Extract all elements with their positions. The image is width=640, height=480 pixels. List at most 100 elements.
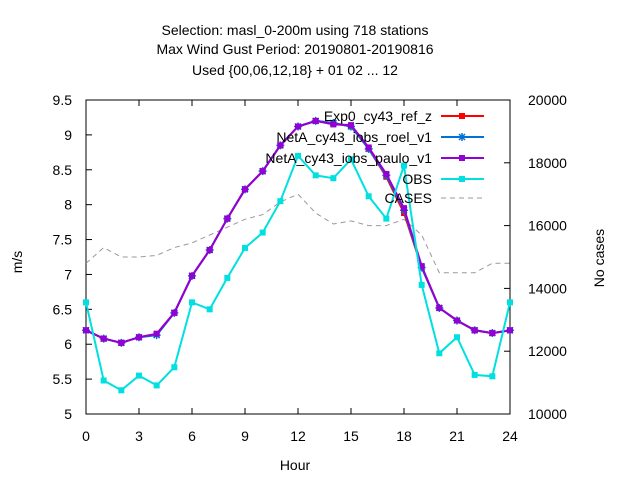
legend-item: NetA_cy43_iobs_paulo_v1 <box>265 150 484 166</box>
series-line <box>85 193 510 274</box>
data-point <box>277 198 284 205</box>
data-point <box>153 382 160 389</box>
legend-label: NetA_cy43_iobs_paulo_v1 <box>265 150 432 166</box>
data-point <box>295 123 301 130</box>
data-point <box>454 334 460 341</box>
data-point <box>454 317 460 324</box>
x-tick-label: 15 <box>343 428 359 444</box>
legend-item: Exp0_cy43_ref_z <box>324 108 484 124</box>
legend-label: OBS <box>402 171 432 187</box>
y-tick-label: 9 <box>64 127 72 143</box>
y2-axis-title: No cases <box>591 229 607 287</box>
legend-marker <box>458 133 466 141</box>
legend-item: NetA_cy43_iobs_roel_v1 <box>276 129 484 145</box>
chart-title: Selection: masl_0-200m using 718 station… <box>156 22 433 78</box>
y2-tick-label: 20000 <box>528 92 567 108</box>
legend-item: CASES <box>385 190 484 206</box>
data-point <box>259 168 266 175</box>
y-tick-label: 7.5 <box>53 232 73 248</box>
data-point <box>118 387 125 394</box>
data-point <box>242 186 248 193</box>
data-point <box>118 339 125 346</box>
y2-tick-label: 14000 <box>528 280 567 296</box>
y2-tick-label: 18000 <box>528 155 567 171</box>
y-tick-label: 5 <box>64 406 72 422</box>
data-point <box>383 215 390 222</box>
data-point <box>189 272 195 279</box>
plot-area-frame <box>85 99 511 415</box>
data-point <box>365 193 372 200</box>
data-point <box>489 373 496 380</box>
data-point <box>418 263 425 270</box>
legend-marker <box>459 176 465 182</box>
x-tick-label: 3 <box>135 428 143 444</box>
series-CASES <box>85 193 510 274</box>
data-point <box>401 162 407 169</box>
title-line-2: Max Wind Gust Period: 20190801-20190816 <box>156 41 433 57</box>
data-point <box>365 144 372 151</box>
data-point <box>471 371 478 378</box>
legend-marker <box>459 155 465 161</box>
data-point <box>436 350 443 357</box>
y2-tick-label: 16000 <box>528 218 567 234</box>
data-point <box>259 229 266 236</box>
legend: Exp0_cy43_ref_z NetA_cy43_iobs_roel_v1 Net… <box>265 108 484 206</box>
x-axis-title: Hour <box>280 457 311 473</box>
title-line-3: Used {00,06,12,18} + 01 02 ... 12 <box>192 62 398 78</box>
data-point <box>471 327 478 334</box>
data-point <box>206 247 213 254</box>
axis-tick-labels: 0 3 6 9 12 15 18 21 24 5 5.5 6 6.5 7 7.5 8 8.5 9 9.5 10000 1… <box>53 92 568 444</box>
x-tick-label: 21 <box>449 428 465 444</box>
data-point <box>330 175 337 182</box>
y-tick-label: 5.5 <box>53 371 73 387</box>
x-tick-label: 18 <box>396 428 412 444</box>
data-point <box>189 299 195 306</box>
y-tick-label: 6 <box>64 336 72 352</box>
data-point <box>489 330 496 337</box>
data-point <box>401 205 407 212</box>
data-point <box>295 152 301 159</box>
legend-item: OBS <box>402 171 484 187</box>
data-point <box>418 281 425 288</box>
data-point <box>242 244 248 251</box>
data-point <box>206 306 213 313</box>
data-point <box>507 299 513 306</box>
data-point <box>83 299 89 306</box>
x-tick-label: 12 <box>290 428 306 444</box>
series-NetA_cy43_iobs_paulo_v1 <box>83 117 513 346</box>
data-point <box>83 327 89 334</box>
y-tick-label: 9.5 <box>53 92 73 108</box>
y-tick-label: 6.5 <box>53 301 73 317</box>
data-point <box>277 142 284 149</box>
y-tick-label: 8.5 <box>53 162 73 178</box>
series-group <box>82 116 514 394</box>
y-tick-label: 7 <box>64 266 72 282</box>
data-point <box>153 330 160 337</box>
data-point <box>330 121 337 128</box>
data-point <box>136 334 142 341</box>
data-point <box>171 309 178 316</box>
series-OBS <box>83 152 513 394</box>
legend-label: NetA_cy43_iobs_roel_v1 <box>276 129 432 145</box>
data-point <box>100 335 107 342</box>
legend-marker <box>459 113 465 119</box>
data-point <box>224 215 231 222</box>
data-point <box>383 170 390 177</box>
data-point <box>100 377 107 384</box>
data-point <box>348 122 354 129</box>
data-point <box>436 304 443 311</box>
legend-label: CASES <box>385 190 432 206</box>
data-point <box>312 172 319 179</box>
x-tick-label: 9 <box>241 428 249 444</box>
y2-tick-label: 12000 <box>528 343 567 359</box>
axis-ticks <box>85 99 511 415</box>
x-tick-label: 6 <box>188 428 196 444</box>
title-line-1: Selection: masl_0-200m using 718 station… <box>162 22 429 38</box>
data-point <box>507 327 513 334</box>
data-point <box>224 274 231 281</box>
y-axis-title: m/s <box>9 251 25 274</box>
x-tick-label: 24 <box>502 428 518 444</box>
legend-label: Exp0_cy43_ref_z <box>324 108 432 124</box>
data-point <box>312 117 319 124</box>
